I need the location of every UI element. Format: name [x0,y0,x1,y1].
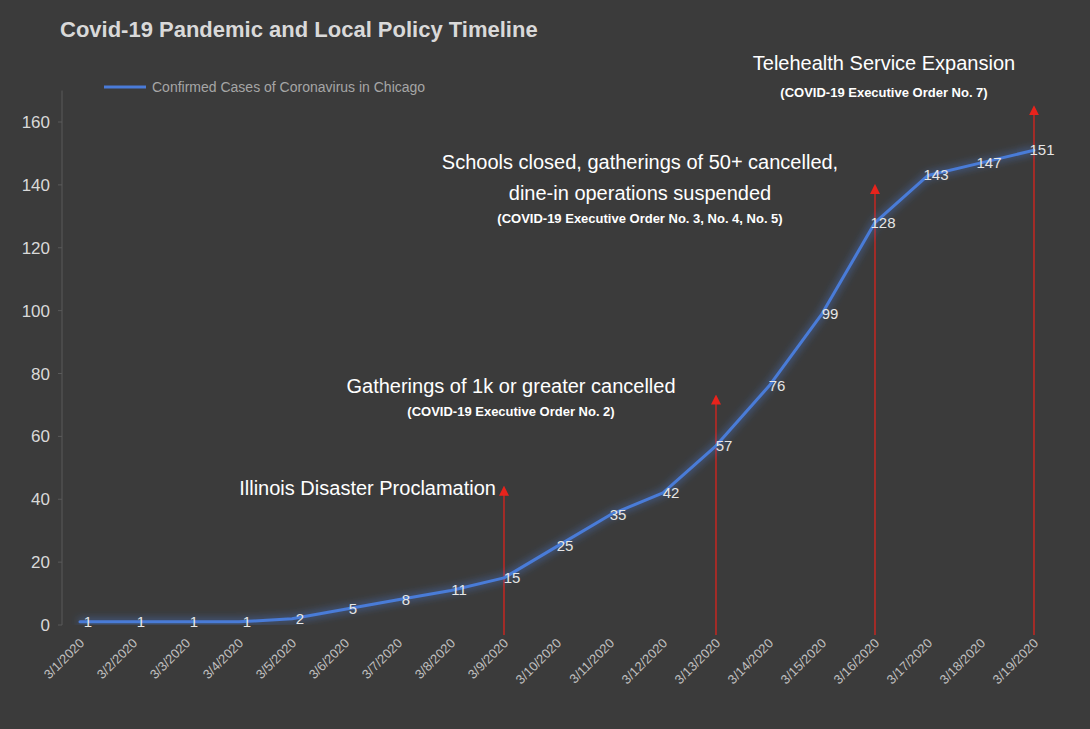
plot-area [80,150,1034,622]
annotation-subtext: (COVID-19 Executive Order No. 7) [780,85,987,100]
data-label: 35 [610,506,627,523]
x-tick-label: 3/16/2020 [831,636,883,688]
data-label: 151 [1029,141,1054,158]
data-label: 1 [243,613,251,630]
x-tick-label: 3/8/2020 [412,636,458,682]
legend-swatch [104,86,146,89]
data-label: 8 [402,591,410,608]
y-tick-label: 0 [41,616,50,635]
y-tick-label: 100 [22,302,50,321]
data-label: 25 [557,537,574,554]
x-tick-label: 3/4/2020 [200,636,246,682]
title: Covid-19 Pandemic and Local Policy Timel… [60,17,538,42]
data-label: 128 [870,214,895,231]
y-tick [58,499,62,500]
background [0,0,1090,729]
x-tick-label: 3/12/2020 [619,636,671,688]
y-tick-label: 40 [31,490,50,509]
x-tick-label: 3/17/2020 [884,636,936,688]
x-tick-label: 3/13/2020 [672,636,724,688]
x-tick-label: 3/15/2020 [778,636,830,688]
y-axis-line [62,91,63,625]
data-label: 1 [190,613,198,630]
annotation-text: Schools closed, gatherings of 50+ cancel… [442,151,838,173]
annotation-text: Gatherings of 1k or greater cancelled [346,375,675,397]
y-tick [58,373,62,374]
data-label: 143 [923,166,948,183]
x-tick-label: 3/14/2020 [725,636,777,688]
y-tick [58,436,62,437]
y-tick-label: 120 [22,239,50,258]
y-tick [58,310,62,311]
x-tick-label: 3/7/2020 [359,636,405,682]
annotation-arrow [503,495,504,635]
data-label: 76 [769,377,786,394]
y-tick [58,625,62,626]
x-tick-label: 3/2/2020 [94,636,140,682]
x-tick-label: 3/5/2020 [253,636,299,682]
data-label: 11 [451,581,467,598]
x-tick-label: 3/9/2020 [465,636,511,682]
x-tick-label: 3/11/2020 [566,636,617,687]
y-tick [58,247,62,248]
series-line [80,150,1034,622]
y-tick [58,184,62,185]
annotation-subtext: (COVID-19 Executive Order No. 2) [407,404,614,419]
x-tick-label: 3/19/2020 [990,636,1042,688]
data-label: 5 [349,600,357,617]
y-tick-label: 140 [22,176,50,195]
x-tick-label: 3/1/2020 [41,636,87,682]
annotation-arrow [874,193,875,635]
y-tick [58,562,62,563]
annotations: Illinois Disaster Proclamation Gatherings… [239,52,1034,635]
data-label: 57 [716,437,733,454]
annotation-text: dine-in operations suspended [509,182,771,204]
annotation-text: Illinois Disaster Proclamation [239,477,496,499]
data-label: 2 [296,610,304,627]
x-tick-label: 3/3/2020 [147,636,193,682]
y-tick [58,122,62,123]
x-tick-label: 3/10/2020 [513,636,565,688]
y-tick-label: 60 [31,427,50,446]
x-tick-label: 3/18/2020 [937,636,989,688]
annotation-text: Telehealth Service Expansion [753,52,1015,74]
data-label: 42 [663,484,680,501]
annotation-subtext: (COVID-19 Executive Order No. 3, No. 4, … [497,211,782,226]
annotation-arrow [1033,114,1034,635]
y-tick-label: 80 [31,365,50,384]
data-label: 147 [976,154,1001,171]
x-tick-label: 3/6/2020 [306,636,352,682]
data-label: 1 [137,613,145,630]
legend-label: Confirmed Cases of Coronavirus in Chicag… [152,79,425,95]
y-tick-label: 20 [31,553,50,572]
y-tick-label: 160 [22,113,50,132]
chart: Covid-19 Pandemic and Local Policy Timel… [0,0,1090,729]
data-label: 99 [822,305,839,322]
data-label: 15 [504,569,521,586]
data-label: 1 [84,613,92,630]
